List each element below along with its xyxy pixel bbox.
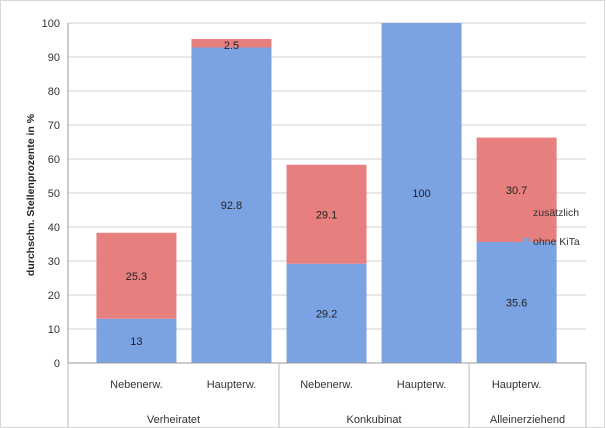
y-tick-label: 20 <box>48 290 60 302</box>
legend: zusätzlich ohne KiTa <box>523 207 580 248</box>
y-tick-label: 50 <box>48 188 60 200</box>
x-group-label: Verheiratet <box>147 414 200 426</box>
legend-swatch <box>523 238 530 245</box>
y-tick-label: 40 <box>48 222 60 234</box>
x-category-label: Nebenerw. <box>300 379 353 391</box>
data-label: 2.5 <box>224 40 239 52</box>
x-category-label: Nebenerw. <box>110 379 163 391</box>
y-tick-label: 70 <box>48 120 60 132</box>
y-tick-label: 10 <box>48 324 60 336</box>
legend-label: ohne KiTa <box>533 236 580 248</box>
y-tick-label: 80 <box>48 86 60 98</box>
y-tick-label: 90 <box>48 52 60 64</box>
bars: 13 92.8 29.2 100 35.6 25.3 2.5 29.1 30.7 <box>96 23 557 363</box>
x-category-label: Haupterw. <box>397 379 447 391</box>
x-category-label: Haupterw. <box>492 379 542 391</box>
data-label: 13 <box>130 336 142 348</box>
data-label: 29.1 <box>316 209 337 221</box>
data-label: 92.8 <box>221 200 242 212</box>
data-label: 35.6 <box>506 297 527 309</box>
bar-segment <box>96 318 177 363</box>
y-tick-label: 60 <box>48 154 60 166</box>
data-label: 30.7 <box>506 185 527 197</box>
x-axis: Nebenerw. Haupterw. Nebenerw. Haupterw. Haup… <box>67 362 587 428</box>
y-tick-label: 30 <box>48 256 60 268</box>
legend-swatch <box>523 209 530 216</box>
bar-segment <box>191 47 272 363</box>
bar-segment <box>476 137 557 242</box>
bar-segment <box>286 263 367 363</box>
bar-segment <box>381 23 462 363</box>
bar-segment <box>96 232 177 319</box>
x-category-label: Haupterw. <box>207 379 257 391</box>
legend-label: zusätzlich <box>533 207 579 219</box>
y-axis-label: durchschn. Stellenprozente in % <box>25 113 37 276</box>
bar-segment <box>476 241 557 363</box>
y-tick-label: 100 <box>42 18 60 30</box>
data-label: 25.3 <box>126 271 147 283</box>
bar-segment <box>191 38 272 48</box>
x-group-label: Konkubinat <box>347 414 402 426</box>
x-group-label: Alleinerziehend <box>490 414 565 426</box>
bar-segment <box>286 164 367 264</box>
y-axis: 0 10 20 30 40 50 60 70 80 90 100 <box>42 18 69 370</box>
data-label: 100 <box>412 188 430 200</box>
data-label: 29.2 <box>316 308 337 320</box>
y-tick-label: 0 <box>54 358 60 370</box>
